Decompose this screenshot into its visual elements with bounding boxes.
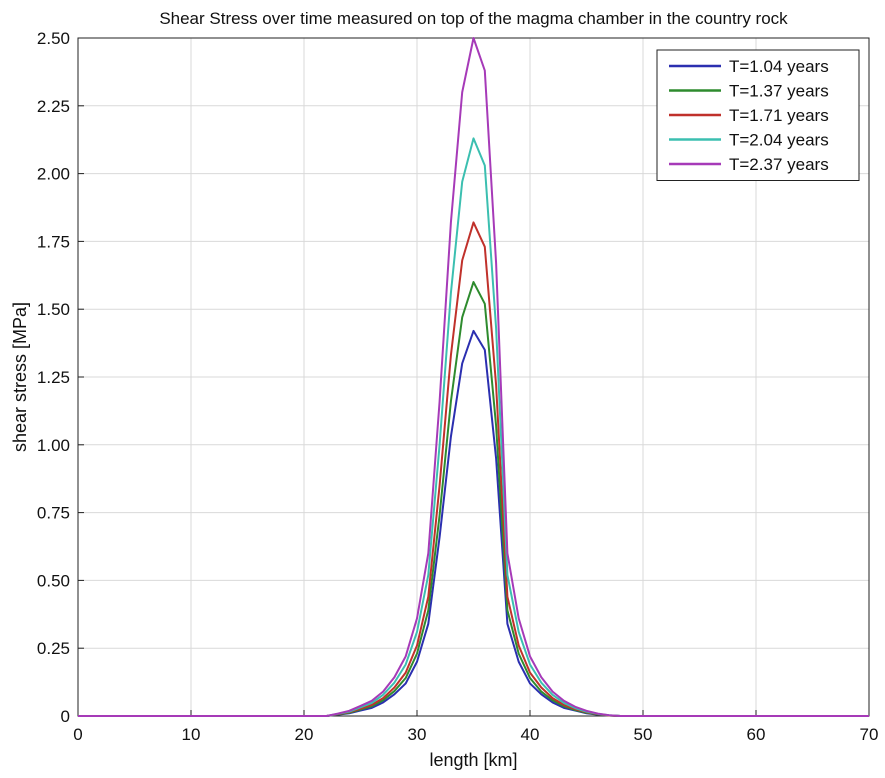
legend-label-1: T=1.04 years: [729, 57, 829, 76]
y-tick-label: 0: [61, 707, 70, 726]
y-tick-label: 0.50: [37, 571, 70, 590]
legend-label-2: T=1.37 years: [729, 82, 829, 101]
x-tick-label: 30: [408, 725, 427, 744]
legend-label-3: T=1.71 years: [729, 106, 829, 125]
y-tick-label: 0.75: [37, 504, 70, 523]
chart-title: Shear Stress over time measured on top o…: [159, 9, 788, 28]
x-tick-label: 70: [860, 725, 879, 744]
legend-items: T=1.04 years T=1.37 years T=1.71 years T=2.…: [669, 57, 829, 174]
x-axis-title: length [km]: [429, 750, 517, 770]
x-tick-label: 60: [747, 725, 766, 744]
series-layer: [78, 37, 869, 717]
x-axis-ticks: 0 10 20 30 40 50 60 70: [73, 710, 878, 744]
x-tick-label: 50: [634, 725, 653, 744]
y-tick-label: 1.50: [37, 300, 70, 319]
x-tick-label: 40: [521, 725, 540, 744]
y-tick-label: 0.25: [37, 639, 70, 658]
series-line-5: [78, 37, 869, 717]
y-tick-label: 2.00: [37, 165, 70, 184]
y-tick-label: 2.25: [37, 97, 70, 116]
legend: T=1.04 years T=1.37 years T=1.71 years T=2.…: [656, 49, 860, 181]
y-axis-title: shear stress [MPa]: [10, 302, 30, 452]
y-axis-ticks: 0 0.25 0.50 0.75 1.00 1.25 1.50 1.75 2.00 2.25 2.5…: [37, 29, 84, 726]
x-tick-label: 0: [73, 725, 82, 744]
legend-label-4: T=2.04 years: [729, 131, 829, 150]
y-tick-label: 1.75: [37, 232, 70, 251]
grid-layer: [78, 38, 869, 716]
x-tick-label: 20: [295, 725, 314, 744]
legend-label-5: T=2.37 years: [729, 155, 829, 174]
y-tick-label: 2.50: [37, 29, 70, 48]
y-tick-label: 1.25: [37, 368, 70, 387]
y-tick-label: 1.00: [37, 436, 70, 455]
x-tick-label: 10: [182, 725, 201, 744]
